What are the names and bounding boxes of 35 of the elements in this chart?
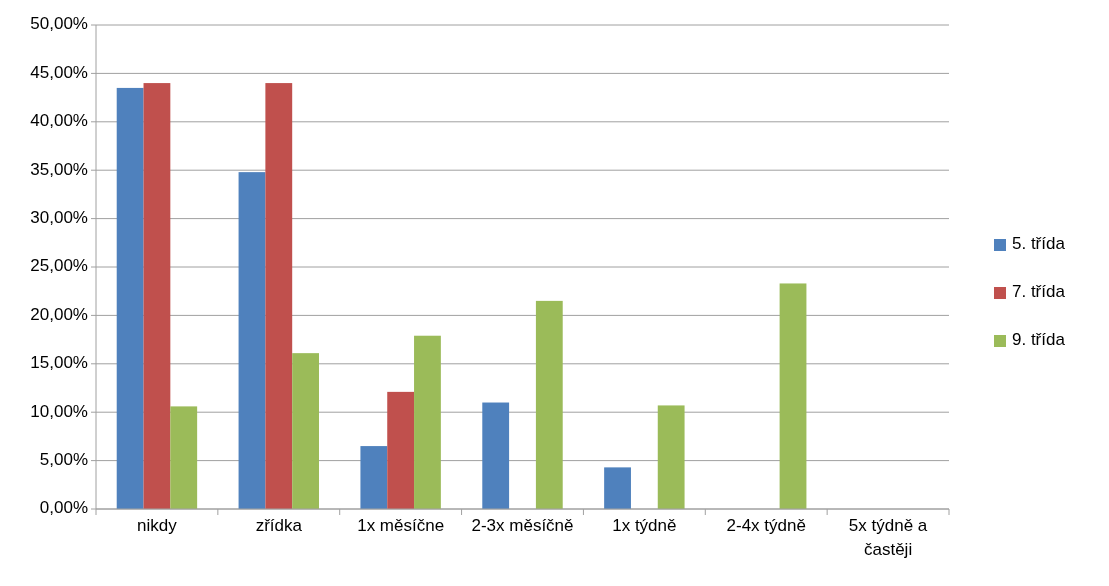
y-tick-label: 5,00%	[39, 450, 88, 470]
bar	[657, 405, 685, 509]
bar	[535, 300, 563, 509]
x-tick-label: nikdy	[137, 516, 178, 535]
bar	[116, 87, 144, 509]
y-tick-label: 15,00%	[30, 353, 88, 373]
y-tick-label: 40,00%	[30, 111, 88, 131]
bar	[170, 406, 198, 509]
x-tick-label: 2-3x měsíčně	[471, 516, 574, 535]
bar	[604, 467, 631, 509]
y-tick-label: 20,00%	[30, 304, 88, 324]
y-tick-label: 45,00%	[30, 62, 88, 82]
bar	[482, 402, 510, 509]
bar	[414, 335, 441, 509]
x-tick-label: 1x týdně	[612, 516, 677, 535]
y-tick-label: 25,00%	[30, 256, 88, 276]
bar	[238, 172, 266, 509]
y-tick-label: 35,00%	[30, 159, 88, 179]
bar	[779, 283, 807, 509]
x-tick-label: 5x týdně a častěji	[848, 516, 928, 559]
x-tick-label: 1x měsíčne	[357, 516, 445, 535]
y-tick-label: 10,00%	[30, 401, 88, 421]
bar	[265, 83, 293, 509]
legend-label: 7. třída	[1012, 282, 1066, 302]
bar	[292, 353, 319, 509]
y-tick-label: 0,00%	[39, 498, 88, 518]
legend-label: 5. třída	[1012, 234, 1066, 254]
x-tick-label: 2-4x týdně	[726, 516, 806, 535]
bar	[143, 83, 171, 509]
y-tick-label: 50,00%	[30, 14, 88, 34]
x-tick-label: zřídka	[255, 516, 303, 535]
bar	[387, 391, 415, 509]
legend-label: 9. třída	[1012, 330, 1066, 350]
bar	[360, 446, 388, 509]
y-tick-label: 30,00%	[30, 208, 88, 228]
